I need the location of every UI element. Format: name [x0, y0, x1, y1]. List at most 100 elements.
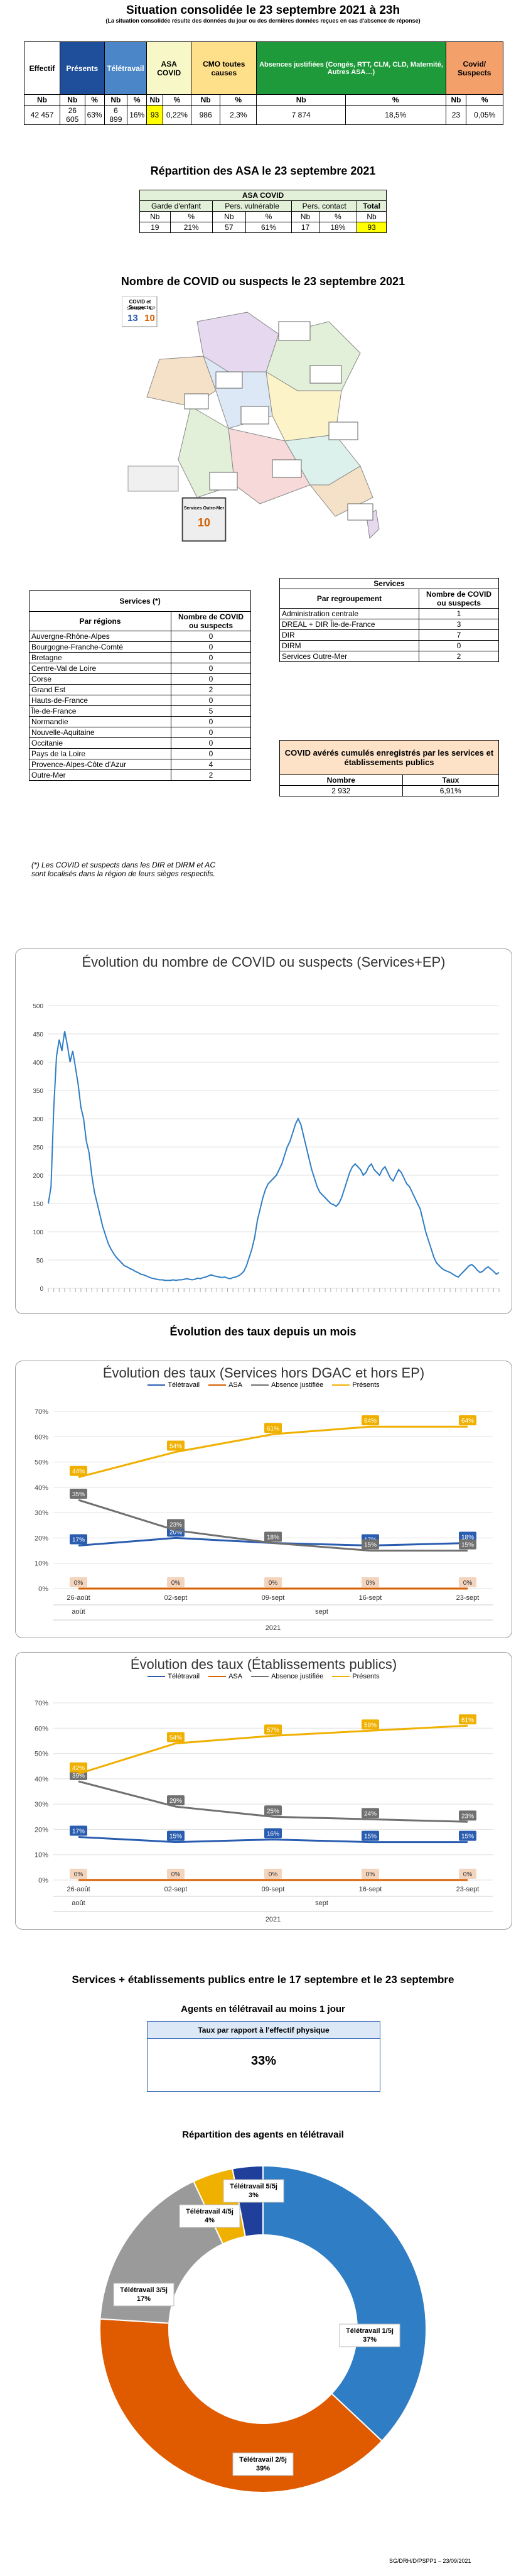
y-tick-label: 60%	[35, 1433, 48, 1441]
data-label: 59%	[364, 1722, 377, 1729]
map-services-value: 10	[197, 516, 211, 529]
table-row: Île-de-France 5	[29, 705, 251, 717]
asa-sub: %	[318, 211, 358, 222]
box-value: 33%	[250, 2054, 277, 2068]
asa-val: 61%	[245, 222, 293, 233]
services-col2: Nombre de COVID ou suspects	[419, 589, 499, 609]
y-tick-label: 400	[33, 1060, 43, 1067]
data-label: 29%	[169, 1798, 182, 1805]
y-tick-label: 150	[33, 1201, 43, 1208]
y-tick-label: 10%	[35, 1560, 48, 1568]
year-label: 2021	[266, 1916, 281, 1923]
table-row: Hauts-de-France 0	[29, 695, 251, 706]
y-tick-label: 250	[33, 1144, 43, 1151]
cumul-val: 2 932	[279, 785, 403, 796]
data-label: 24%	[364, 1810, 377, 1817]
data-label-bg	[167, 1869, 185, 1879]
x-tick-label: 26-août	[67, 1886, 90, 1893]
table-row: Outre-Mer 2	[29, 769, 251, 781]
data-label-bg	[167, 1732, 185, 1742]
series-line	[48, 1031, 500, 1281]
row-label: Centre-Val de Loire	[29, 663, 171, 674]
data-label: 15%	[169, 1834, 182, 1840]
legend-col: EP	[149, 307, 156, 311]
row-label: DREAL + DIR Île-de-France	[279, 619, 419, 630]
row-value: 0	[171, 737, 251, 749]
data-label-bg	[362, 1830, 379, 1841]
data-label-bg	[264, 1805, 282, 1816]
row-label: Auvergne-Rhône-Alpes	[29, 631, 171, 642]
donut-slice	[99, 2318, 383, 2493]
row-value: 5	[171, 705, 251, 717]
map-legend-cols: Services EP	[124, 307, 158, 311]
table-row: DIRM 0	[279, 640, 499, 651]
month-label: sept	[315, 1899, 328, 1907]
donut-title: Répartition des agents en télétravail	[182, 2129, 344, 2140]
data-label-bg	[70, 1825, 87, 1836]
data-label-bg	[264, 1724, 282, 1735]
donut-label: 17%	[137, 2295, 151, 2303]
data-label: 0%	[269, 1580, 278, 1587]
data-label-bg	[459, 1830, 476, 1841]
map-title: Nombre de COVID ou suspects le 23 septem…	[121, 275, 405, 288]
row-label: DIRM	[279, 640, 419, 651]
asa-group: Pers. contact	[291, 200, 358, 212]
sub-h: %	[466, 94, 503, 106]
donut-label: Télétravail 1/5j	[346, 2327, 394, 2335]
y-tick-label: 0	[40, 1286, 43, 1293]
donut-label-box	[179, 2204, 240, 2228]
donut-label-box	[232, 2452, 294, 2476]
row-value: 1	[419, 608, 499, 619]
val-asa-highlight: 93	[146, 105, 163, 125]
asa-group: Pers. vulnérable	[212, 200, 293, 212]
asa-val: 18%	[318, 222, 358, 233]
y-tick-label: 70%	[35, 1408, 48, 1416]
x-tick-label: 16-sept	[359, 1886, 382, 1893]
sub-h: Nb	[60, 94, 85, 106]
y-tick-label: 200	[33, 1173, 43, 1180]
val: 6 899	[104, 105, 128, 125]
table-row: Nouvelle-Aquitaine 0	[29, 727, 251, 738]
footer-ref: SG/DRH/D/PSPP1 – 23/09/2021	[389, 2558, 471, 2564]
data-label: 54%	[169, 1734, 182, 1741]
y-tick-label: 40%	[35, 1484, 48, 1492]
row-value: 2	[171, 684, 251, 695]
data-label: 20%	[169, 1529, 182, 1536]
legend-item: ASA	[208, 1381, 242, 1389]
x-tick-label: 02-sept	[164, 1886, 188, 1893]
row-value: 0	[171, 727, 251, 738]
table-row: DIR 7	[279, 629, 499, 641]
x-tick-label: 23-sept	[456, 1594, 480, 1602]
data-label-bg	[264, 1531, 282, 1542]
asa-group: Garde d'enfant	[139, 200, 213, 212]
data-label: 0%	[366, 1580, 375, 1587]
val: 23	[445, 105, 467, 125]
legend-item: Absence justifiée	[251, 1381, 323, 1389]
row-label: Services Outre-Mer	[279, 651, 419, 662]
val: 0,22%	[162, 105, 192, 125]
donut-label: 39%	[256, 2465, 270, 2472]
row-value: 0	[171, 748, 251, 759]
data-label: 35%	[72, 1491, 85, 1498]
sub-h: %	[127, 94, 148, 106]
table-row: Pays de la Loire 0	[29, 748, 251, 759]
cumul-col2: Taux	[402, 774, 500, 786]
sub-h: Nb	[445, 94, 467, 106]
row-value: 0	[171, 652, 251, 663]
series-line	[78, 1425, 468, 1479]
y-tick-label: 0%	[38, 1877, 48, 1884]
series-line	[78, 1836, 468, 1844]
col-effectif: Effectif	[24, 41, 60, 95]
table-row: Bourgogne-Franche-Comté 0	[29, 641, 251, 653]
data-label-bg	[167, 1830, 185, 1841]
row-label: Bourgogne-Franche-Comté	[29, 641, 171, 653]
y-tick-label: 30%	[35, 1801, 48, 1808]
page-header: Situation consolidée le 23 septembre 202…	[0, 4, 526, 24]
y-tick-label: 20%	[35, 1826, 48, 1834]
asa-val: 57	[212, 222, 246, 233]
rates-chart2-legend: Télétravail ASA Absence justifiée Présen…	[16, 1673, 512, 1680]
data-label: 23%	[461, 1813, 474, 1820]
sub-h: %	[84, 94, 105, 106]
regions-col1: Par régions	[29, 611, 171, 631]
